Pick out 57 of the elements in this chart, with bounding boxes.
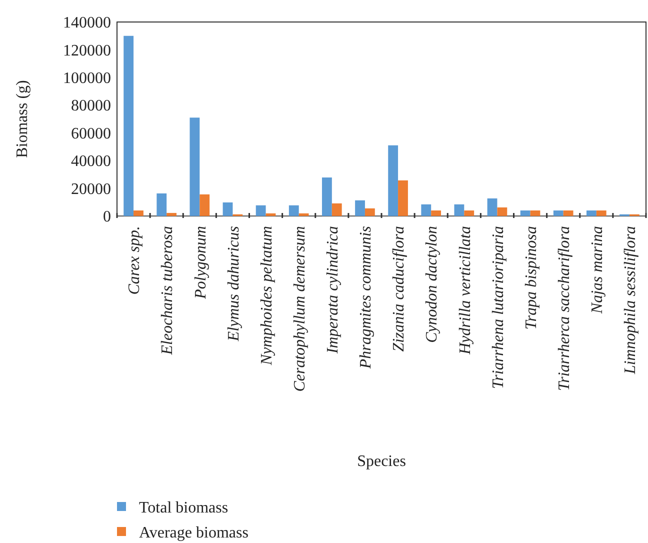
- bar: [464, 210, 474, 216]
- bar: [266, 213, 276, 216]
- y-tick-label: 60000: [71, 125, 111, 142]
- y-tick-label: 80000: [71, 98, 111, 115]
- legend-label: Average biomass: [139, 524, 248, 542]
- x-tick-label: Triarrhena lutarioriparia: [490, 226, 507, 389]
- x-tick-label: Phragmites communis: [358, 226, 375, 370]
- x-tick-label: Zizania caduciflora: [390, 226, 408, 352]
- x-tick-label: Trapa bispinosa: [522, 226, 540, 330]
- bar: [586, 210, 596, 216]
- bar: [256, 205, 266, 216]
- bar: [134, 210, 144, 216]
- y-tick-label: 100000: [63, 70, 111, 88]
- bar: [520, 210, 530, 216]
- bar: [431, 210, 442, 216]
- y-tick-label: 20000: [71, 180, 111, 198]
- x-tick-label: Eleocharis tuberosa: [159, 226, 176, 356]
- bar: [166, 212, 177, 216]
- x-tick-label: Cynodon dactylon: [424, 226, 441, 343]
- bar: [530, 210, 540, 216]
- x-tick-label: Polygonum: [192, 226, 210, 300]
- bar: [497, 207, 508, 216]
- bar: [388, 145, 398, 216]
- y-axis-title: Biomass (g): [14, 80, 31, 158]
- bar: [288, 205, 299, 216]
- x-tick-label: Imperata cylindrica: [324, 226, 342, 355]
- x-tick-label: Carex spp.: [126, 226, 144, 295]
- bar: [124, 36, 134, 216]
- legend-label: Total biomass: [139, 500, 228, 517]
- bar: [200, 194, 210, 216]
- x-tick-label: Najas marina: [589, 226, 606, 315]
- x-tick-label: Elymus dahuricus: [225, 226, 242, 342]
- y-tick-label: 140000: [63, 14, 111, 32]
- bar: [454, 204, 464, 216]
- y-tick-label: 120000: [63, 42, 111, 60]
- bar: [364, 208, 375, 216]
- x-tick-label: Triarrherca sacchariflora: [556, 226, 573, 391]
- bar: [156, 193, 167, 216]
- bar: [487, 198, 498, 216]
- bar: [421, 204, 432, 216]
- bar: [298, 213, 309, 216]
- bar: [563, 210, 574, 216]
- x-tick-label: Limnophila sessiliflora: [622, 226, 640, 376]
- bar: [398, 180, 408, 216]
- y-tick-label: 40000: [71, 153, 111, 170]
- bar: [553, 210, 564, 216]
- x-tick-label: Hydrilla verticillata: [456, 226, 474, 356]
- bar: [322, 177, 332, 216]
- bar: [332, 203, 342, 216]
- x-axis-title: Species: [357, 453, 406, 470]
- bar: [596, 210, 606, 216]
- bar: [355, 200, 365, 216]
- y-tick-label: 0: [103, 208, 111, 226]
- x-tick-label: Nymphoides peltatum: [258, 226, 276, 366]
- bar: [190, 118, 200, 216]
- bar: [222, 202, 233, 216]
- x-tick-label: Ceratophyllum demersum: [291, 226, 308, 392]
